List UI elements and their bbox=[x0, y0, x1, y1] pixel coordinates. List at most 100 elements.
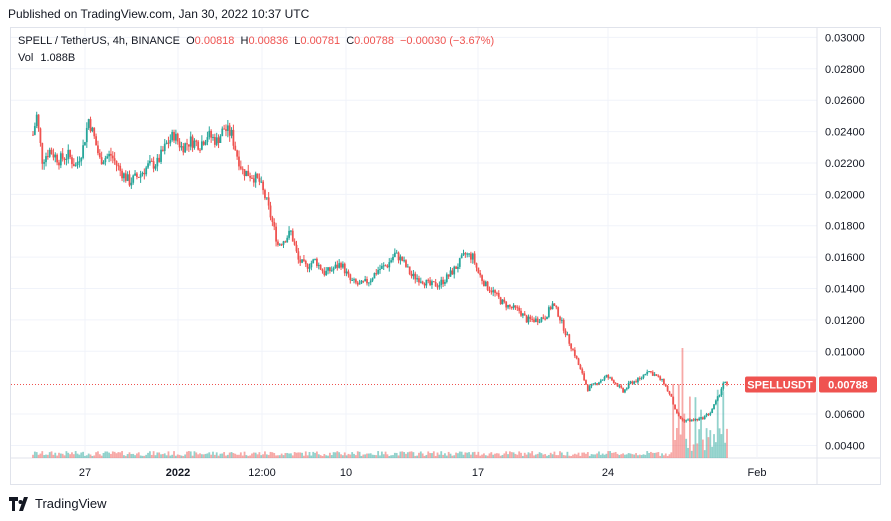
candle-body bbox=[161, 149, 164, 151]
candle-body bbox=[171, 132, 174, 141]
volume-bar bbox=[503, 453, 506, 458]
volume-bar bbox=[113, 451, 116, 458]
candle-body bbox=[330, 270, 333, 272]
volume-bar bbox=[566, 451, 569, 458]
volume-bar bbox=[299, 452, 302, 458]
candle-body bbox=[685, 420, 688, 422]
candle-body bbox=[659, 376, 662, 380]
symbol-legend: SPELL / TetherUS, 4h, BINANCE O0.00818 H… bbox=[18, 35, 494, 47]
volume-bar bbox=[364, 454, 367, 458]
candle-body bbox=[52, 154, 55, 158]
volume-bar bbox=[429, 453, 432, 458]
candle-body bbox=[707, 413, 710, 415]
volume-bar bbox=[349, 454, 352, 458]
candle-body bbox=[573, 349, 576, 357]
volume-bar bbox=[653, 452, 656, 458]
volume-bar bbox=[332, 452, 335, 458]
candle-body bbox=[405, 260, 407, 267]
candle-body bbox=[555, 305, 558, 308]
volume-bar bbox=[590, 454, 593, 458]
candle-body bbox=[251, 177, 253, 179]
volume-bar bbox=[303, 455, 305, 458]
price-axis-label: 0.01800 bbox=[825, 221, 865, 233]
candle-body bbox=[165, 142, 168, 144]
candle-body bbox=[488, 289, 491, 291]
symbol-title[interactable]: SPELL / TetherUS, 4h, BINANCE bbox=[18, 35, 181, 47]
volume-bar bbox=[442, 454, 444, 458]
candle-body bbox=[347, 271, 350, 275]
candle-body bbox=[399, 256, 402, 261]
volume-bar bbox=[390, 455, 393, 458]
volume-bar bbox=[659, 455, 662, 458]
volume-bar bbox=[529, 453, 532, 458]
candle-body bbox=[76, 161, 79, 166]
candle-body bbox=[588, 386, 591, 391]
candle-body bbox=[698, 418, 701, 421]
candle-body bbox=[217, 137, 220, 143]
candle-body bbox=[596, 383, 599, 385]
volume-bar bbox=[358, 451, 361, 458]
candle-body bbox=[382, 265, 385, 267]
volume-bar bbox=[657, 452, 660, 458]
volume-bar bbox=[136, 453, 138, 458]
candle-body bbox=[262, 181, 264, 191]
volume-bar bbox=[176, 454, 179, 458]
candle-body bbox=[50, 149, 53, 155]
volume-bar bbox=[321, 455, 324, 458]
volume-bar bbox=[50, 451, 53, 458]
candle-body bbox=[121, 170, 123, 179]
volume-bar bbox=[182, 455, 185, 458]
candle-body bbox=[538, 321, 541, 323]
candle-body bbox=[635, 381, 637, 383]
volume-bar bbox=[117, 452, 120, 458]
candle-body bbox=[431, 281, 433, 286]
volume-bar bbox=[323, 453, 326, 458]
volume-bar bbox=[247, 455, 250, 458]
symbol-price-tag bbox=[745, 376, 816, 393]
volume-bar bbox=[134, 455, 136, 458]
tradingview-footer[interactable]: TradingView bbox=[9, 496, 107, 511]
candle-body bbox=[496, 292, 498, 294]
volume-bar bbox=[551, 454, 554, 458]
candle-body bbox=[605, 374, 608, 377]
candle-body bbox=[147, 163, 149, 168]
candle-body bbox=[425, 279, 428, 286]
volume-bar bbox=[249, 455, 252, 458]
candle-body bbox=[353, 279, 355, 281]
volume-bar bbox=[150, 454, 153, 458]
volume-bar bbox=[76, 453, 79, 458]
candle-body bbox=[403, 260, 406, 262]
volume-bar bbox=[195, 452, 198, 458]
candle-body bbox=[280, 244, 283, 246]
volume-bar bbox=[468, 452, 470, 458]
volume-bar bbox=[607, 451, 610, 458]
volume-bar bbox=[347, 453, 350, 458]
volume-bar bbox=[380, 451, 383, 458]
candle-body bbox=[497, 293, 500, 298]
volume-bar bbox=[89, 454, 92, 458]
candle-body bbox=[319, 264, 322, 270]
candle-body bbox=[581, 369, 584, 374]
candle-body bbox=[438, 284, 441, 287]
volume-bar bbox=[661, 453, 663, 458]
volume-bar bbox=[687, 447, 689, 458]
volume-bar bbox=[145, 454, 148, 458]
volume-bar bbox=[161, 454, 164, 458]
candle-body bbox=[451, 270, 454, 275]
candle-body bbox=[343, 263, 346, 274]
volume-bar bbox=[638, 454, 641, 458]
volume-bar bbox=[33, 451, 36, 458]
volume-bar bbox=[397, 455, 400, 458]
candle-body bbox=[39, 128, 42, 143]
volume-bar bbox=[490, 452, 493, 458]
candle-body bbox=[406, 266, 409, 268]
candle-body bbox=[43, 162, 46, 164]
candle-body bbox=[271, 217, 274, 222]
price-axis-label: 0.01400 bbox=[825, 284, 865, 296]
volume-bar bbox=[367, 453, 370, 458]
volume-bar bbox=[703, 450, 706, 458]
candle-body bbox=[390, 260, 393, 263]
candle-body bbox=[200, 141, 203, 150]
candle-body bbox=[100, 157, 103, 165]
